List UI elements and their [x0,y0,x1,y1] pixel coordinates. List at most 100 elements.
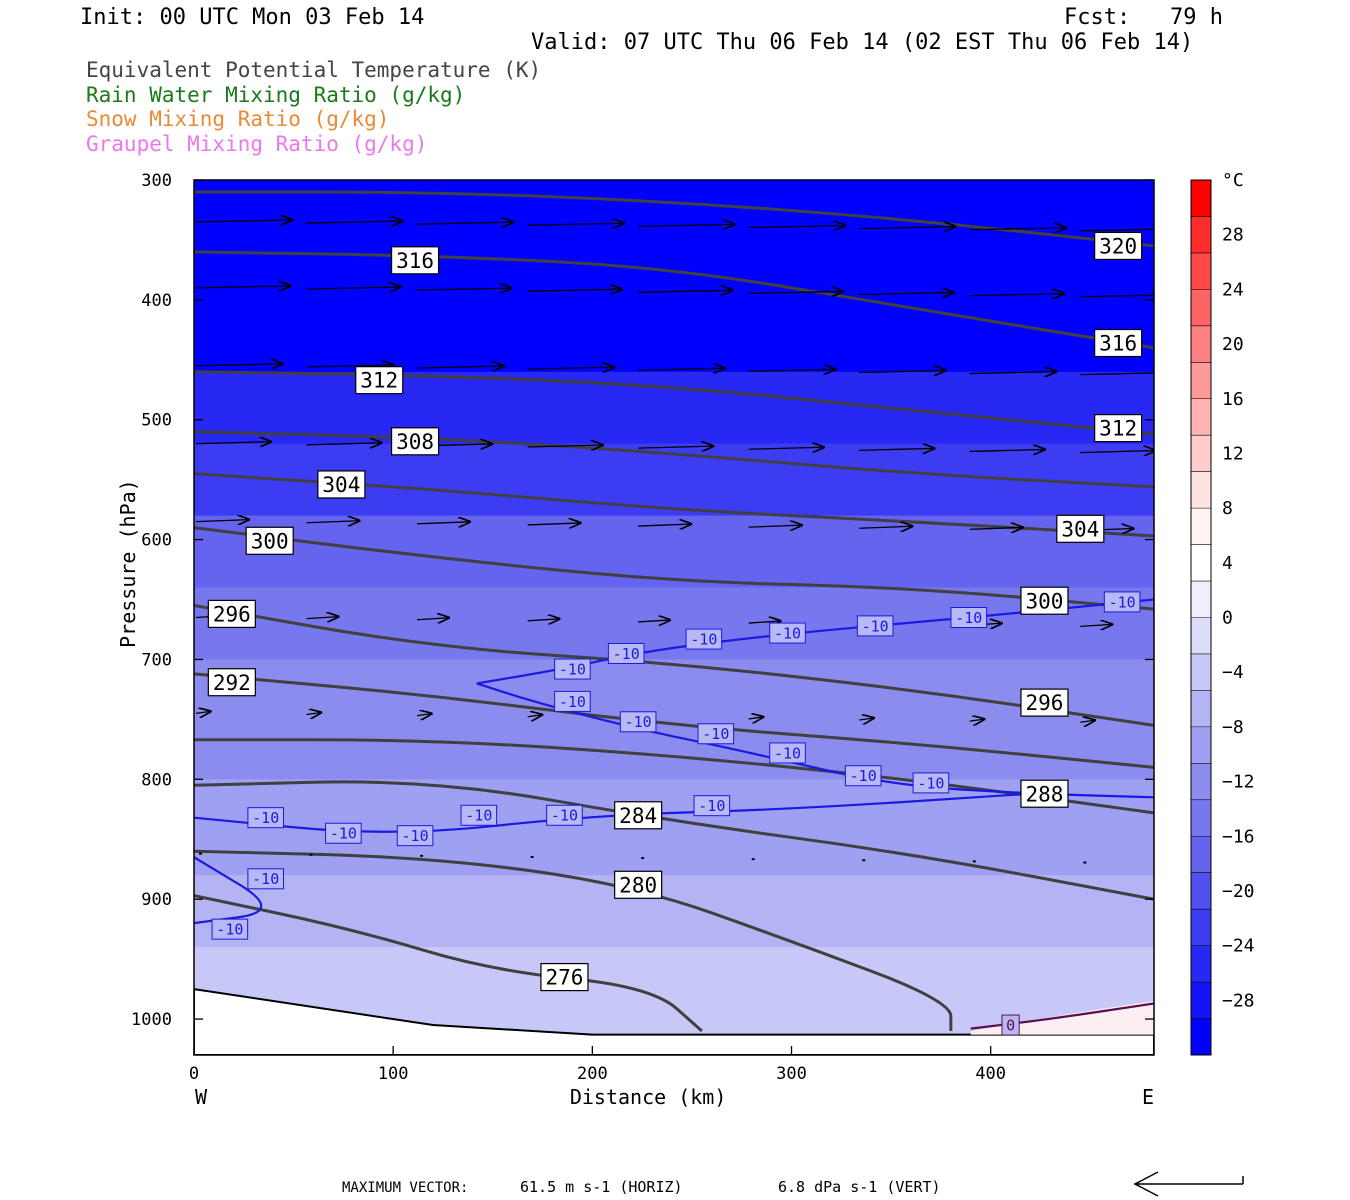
colorbar-segment [1191,289,1211,327]
wind-vector [969,719,984,721]
contour-label: -10 [774,744,801,762]
temperature-band [194,311,1154,373]
colorbar-label: −28 [1222,990,1255,1011]
wind-vector [748,525,802,527]
east-label: E [1142,1085,1154,1109]
contour-label-box [1103,591,1141,613]
colorbar-label: −24 [1222,936,1255,957]
wind-vector [195,442,271,444]
contour-label: 316 [1099,332,1137,356]
contour-label-box [396,825,434,847]
contour-label: 316 [396,249,434,273]
colorbar-frame [1190,179,1212,1056]
wind-vector [195,364,282,366]
wind-vector [859,370,945,372]
contour-label: 276 [545,966,583,990]
contour-label: 280 [619,873,657,897]
colorbar-segment [1191,836,1211,874]
temperature-band [194,947,1154,1009]
colorbar-label: 24 [1222,279,1244,300]
contour-label-box [207,599,256,629]
contour-label: -10 [955,609,982,627]
colorbar-label: 12 [1222,443,1244,464]
max-vector-horizontal: 61.5 m s-1 (HORIZ) [520,1178,683,1196]
contour-label: 292 [213,671,251,695]
contour-label-box [247,868,285,890]
theta-e-contour-296 [194,604,1154,727]
contour-label-box [554,658,591,680]
y-axis-label: Pressure (hPa) [116,479,140,648]
wind-vector [1080,720,1094,722]
colorbar-segment [1191,1018,1211,1056]
theta-e-contour-308 [194,430,1154,489]
contour-label-box [1020,688,1069,717]
wind-vector [859,227,955,229]
wind-vector [859,718,873,720]
contour-label: 312 [1099,417,1137,441]
wind-vector [969,228,1066,230]
contour-label: -10 [702,725,729,743]
contour-label-box [856,615,894,637]
colorbar-label: 0 [1222,608,1233,629]
contour-label-box [614,870,663,899]
contour-label: 284 [619,804,657,828]
colorbar-label: −4 [1222,662,1244,683]
wind-vector [748,447,824,449]
colorbar-segment [1191,617,1211,655]
wind-vector [306,287,401,289]
contour-label-box [211,918,249,940]
y-tick-label: 1000 [131,1010,172,1030]
contour-label: 0 [1006,1016,1015,1034]
theta-e-contour-312 [194,370,1154,436]
wind-vector [748,225,845,227]
contour-label: -10 [690,630,717,648]
wind-vector [859,526,912,528]
wind-vector [527,619,560,621]
colorbar-segment [1191,653,1211,691]
temperature-band [194,875,1154,949]
theta-e-contour-288 [194,738,1154,815]
contour-label-box [390,427,440,456]
colorbar-label: −20 [1222,881,1255,902]
wind-vector [1080,624,1112,626]
colorbar-label: −16 [1222,826,1255,847]
wind-vector [1080,228,1154,232]
wind-vector [969,294,1064,296]
contour-label-box [554,690,591,712]
contour-label-box [685,628,723,650]
contour-label-box [460,804,498,826]
contour-label: -10 [252,870,279,888]
max-vector-label: MAXIMUM VECTOR: [342,1180,468,1196]
wind-vector [1080,451,1154,453]
y-tick-label: 600 [141,531,172,551]
colorbar-segment [1191,180,1211,217]
contour-label: 296 [1025,691,1063,715]
contour-label-box [1094,328,1143,358]
wind-vector [969,527,1023,529]
contour-label-box [1020,779,1069,808]
wind-vector [527,223,624,225]
contour-label: -10 [551,807,578,825]
contour-label: 288 [1025,782,1063,806]
wind-vector [195,711,210,713]
contour-label: -10 [402,827,429,845]
contour-label: -10 [559,693,586,711]
wind-vector [638,446,713,448]
contour-label-box [546,804,583,826]
wind-vector [195,220,292,222]
contour-label: -10 [330,825,357,843]
contour-label-box [1020,586,1069,615]
wind-vector [417,618,449,620]
legend-item: Graupel Mixing Ratio (g/kg) [86,131,428,156]
contour-label-box [317,470,366,499]
colorbar-segment [1191,471,1211,509]
wind-vector [306,365,393,367]
contour-label: 296 [213,602,251,626]
colorbar-segment [1191,398,1211,436]
colorbar-segment [1191,216,1211,254]
wind-vector [417,522,470,524]
contour-label: 308 [396,430,434,454]
wind-vector [306,617,339,619]
temperature-band [194,659,1154,781]
contour-label-box [614,801,663,830]
